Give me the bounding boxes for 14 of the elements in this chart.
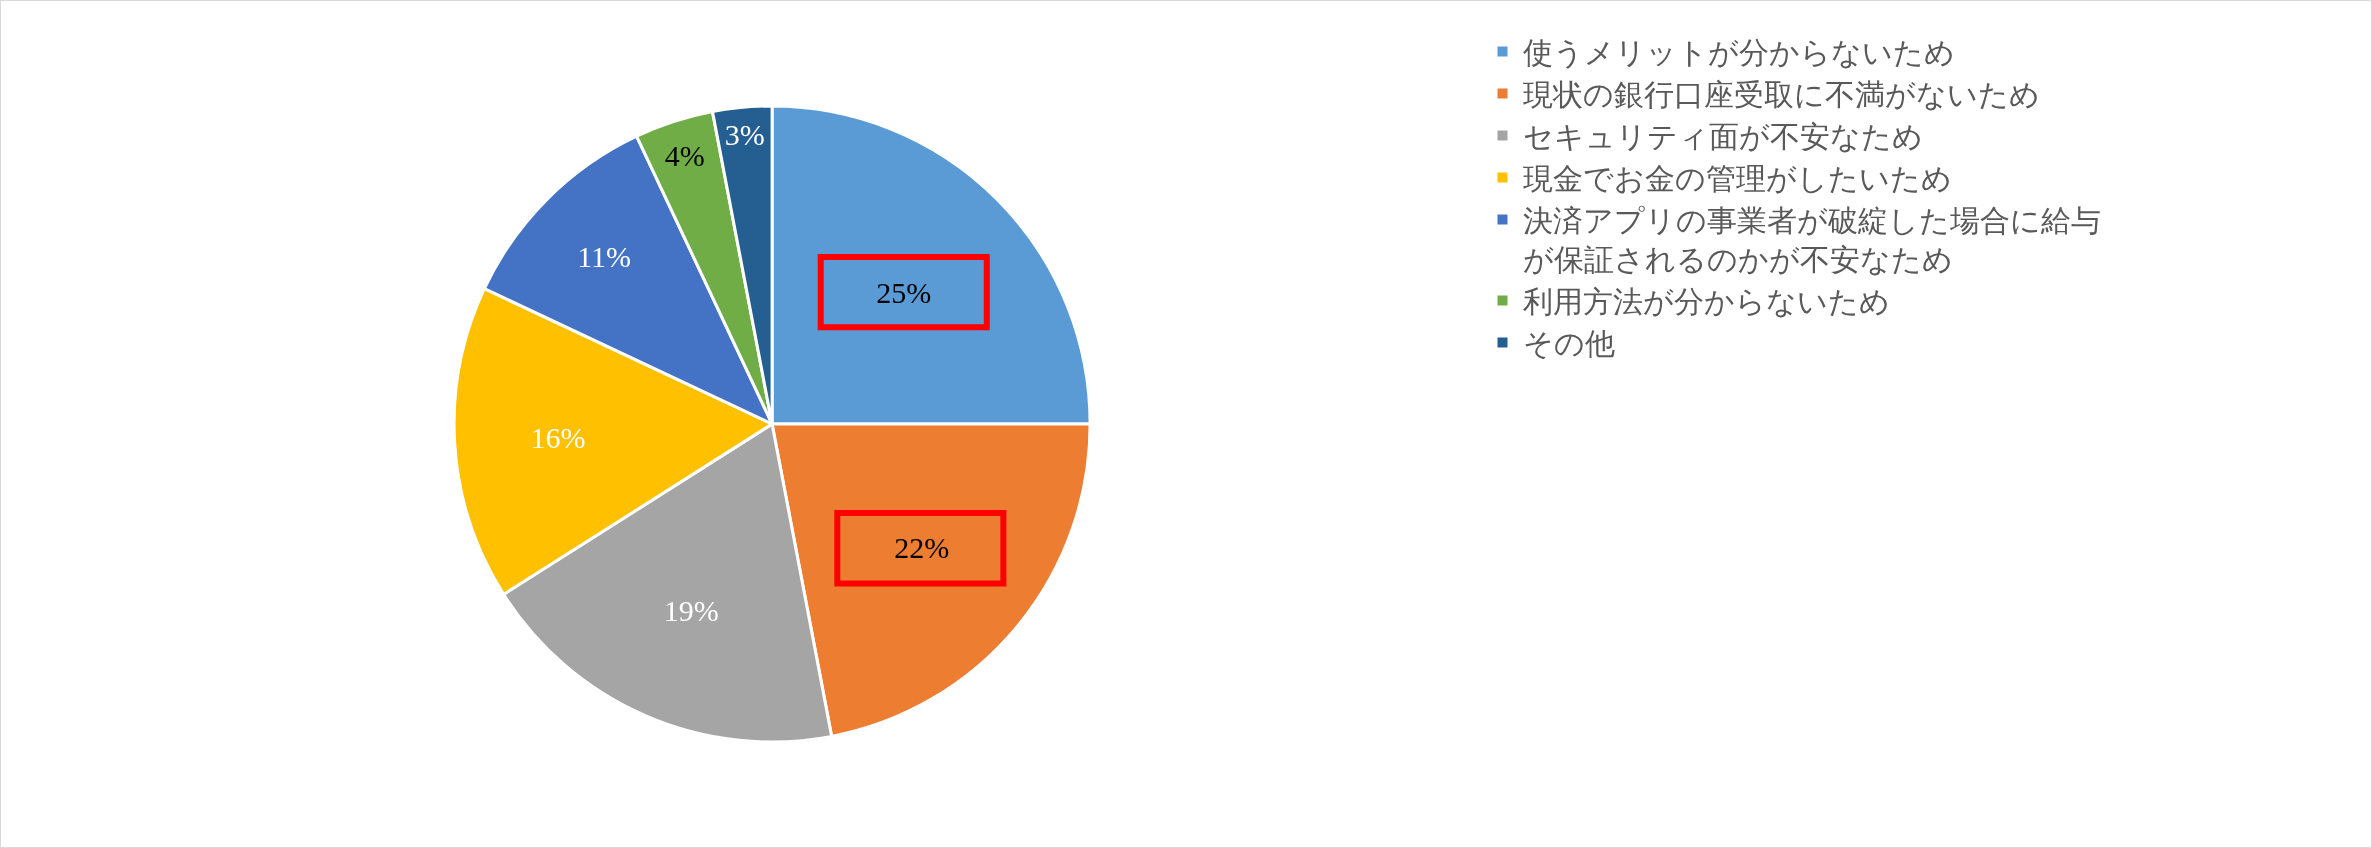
legend-label: その他 [1522,327,1615,361]
data-label: 3% [724,118,765,152]
legend-label: 現状の銀行口座受取に不満がないため [1522,78,2040,112]
legend-label: 利用方法が分からないため [1522,285,1890,319]
data-label: 4% [664,138,705,172]
legend-label: 使うメリットが分からないため [1522,36,1955,70]
legend-label: セキュリティ面が不安なため [1522,120,1923,154]
data-label: 25% [876,275,932,309]
legend-label: 決済アプリの事業者が破綻した場合に給与が保証されるのかが不安なため [1522,204,2101,277]
data-label: 22% [894,531,950,565]
legend-label: 現金でお金の管理がしたいため [1522,162,1952,196]
data-label: 11% [577,239,632,273]
data-label: 16% [530,420,586,454]
data-label: 19% [663,594,719,628]
